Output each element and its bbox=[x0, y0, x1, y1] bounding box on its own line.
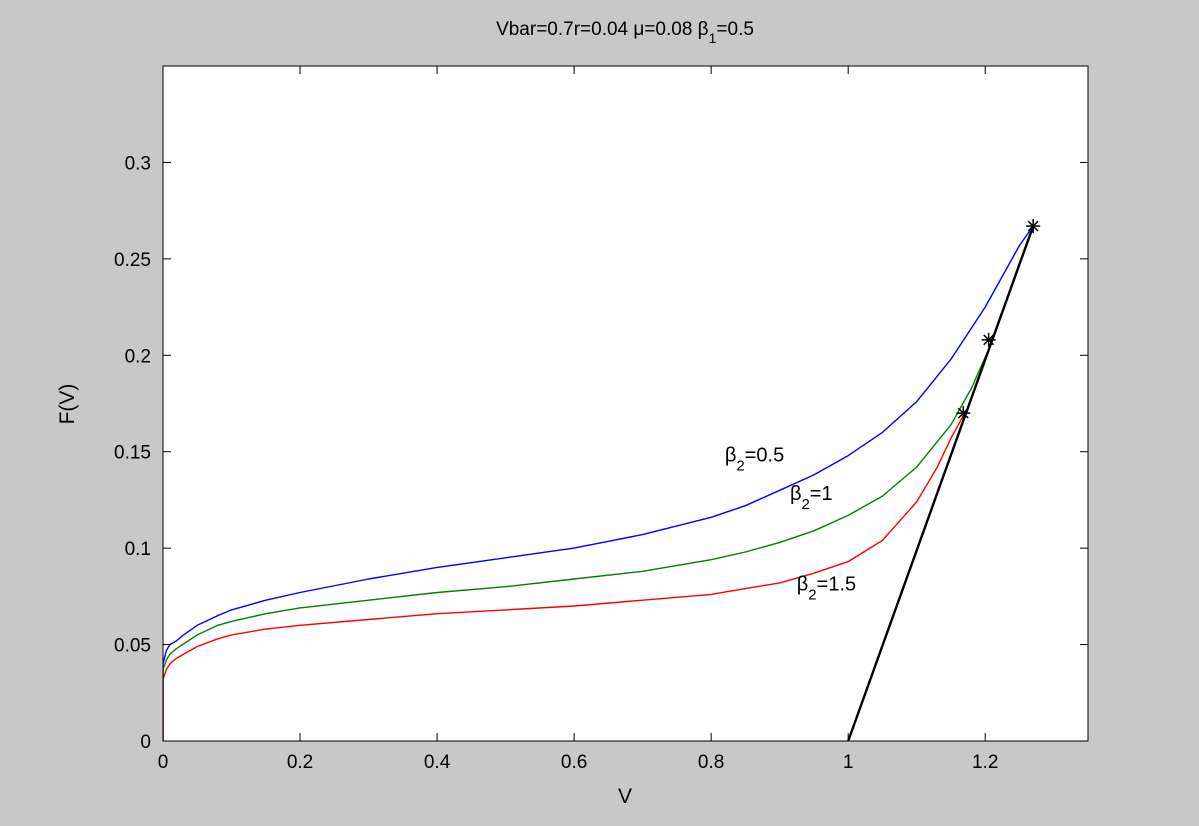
series-line-0 bbox=[163, 225, 1034, 741]
x-tick-label: 1.2 bbox=[972, 752, 998, 773]
y-axis-label: F(V) bbox=[56, 384, 79, 425]
annotation-layer: β2=0.5β2=1 β2=1.5 bbox=[725, 444, 856, 603]
series-annotation-2: β2=1.5 bbox=[797, 574, 856, 604]
y-tick-label: 0.05 bbox=[114, 636, 151, 657]
y-tick-label: 0.15 bbox=[114, 443, 151, 464]
y-tick-label: 0.1 bbox=[125, 539, 151, 560]
y-axis-ticks: 0 0.05 0.1 0.15 0.2 0.25 0.3 bbox=[114, 153, 1088, 753]
series-annotation-1: β2=1 bbox=[790, 483, 833, 513]
x-tick-label: 0.2 bbox=[287, 752, 313, 773]
y-tick-label: 0.25 bbox=[114, 250, 151, 271]
series-annotation-0: β2=0.5 bbox=[725, 444, 784, 474]
plot-frame bbox=[162, 65, 1089, 742]
y-tick-label: 0.3 bbox=[125, 153, 151, 174]
chart-title: Vbar=0.7r=0.04 μ=0.08 β1=0.5 bbox=[496, 19, 754, 46]
x-tick-label: 0.6 bbox=[561, 752, 587, 773]
series-line-1 bbox=[163, 341, 993, 741]
asterisk-marker-2 bbox=[956, 406, 971, 421]
x-tick-label: 0.4 bbox=[424, 752, 451, 773]
asterisk-marker-0 bbox=[1026, 219, 1041, 234]
x-tick-label: 0.8 bbox=[698, 752, 724, 773]
series-line-2 bbox=[163, 412, 966, 741]
y-tick-label: 0.2 bbox=[125, 346, 151, 367]
x-axis-label: V bbox=[618, 785, 632, 808]
chart-title-subscript: 1 bbox=[709, 30, 717, 46]
plot-area bbox=[163, 66, 1088, 741]
series-layer bbox=[163, 225, 1035, 741]
marker-layer bbox=[956, 219, 1041, 421]
asterisk-marker-1 bbox=[981, 332, 996, 347]
x-tick-label: 0 bbox=[158, 752, 169, 773]
x-tick-label: 1 bbox=[843, 752, 854, 773]
chart-title-main: Vbar=0.7r=0.04 μ=0.08 β bbox=[496, 19, 709, 40]
series-line-3 bbox=[847, 225, 1035, 741]
y-tick-label: 0 bbox=[140, 732, 151, 753]
x-axis-ticks: 0 0.2 0.4 0.6 0.8 1 1.2 bbox=[158, 66, 998, 773]
chart-title-tail: =0.5 bbox=[716, 19, 754, 40]
